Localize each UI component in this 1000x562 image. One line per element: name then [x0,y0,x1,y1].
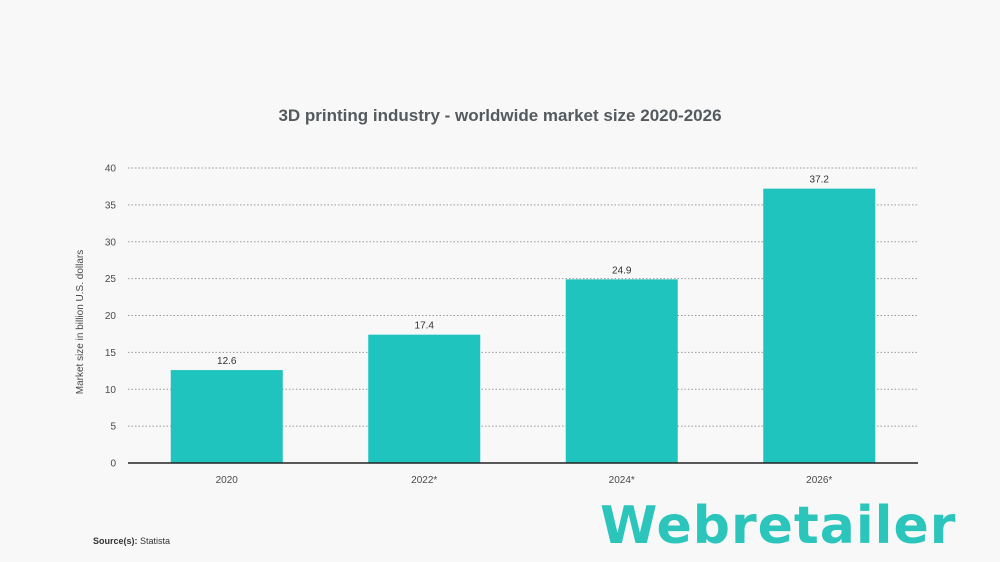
value-labels: 12.6 17.4 24.9 37.2 [217,175,829,367]
bar-2020 [170,370,283,463]
value-label: 24.9 [612,265,632,276]
value-label: 17.4 [415,321,435,332]
y-axis-ticks: 0 5 10 15 20 25 30 35 40 [105,164,117,470]
bar-2026 [763,188,876,463]
y-tick-label: 30 [105,237,117,248]
y-tick-label: 20 [105,311,117,322]
bar-2022 [368,334,481,463]
source-label: Source(s): [93,536,138,546]
chart-title: 3D printing industry - worldwide market … [278,106,721,125]
source-note: Source(s): Statista [93,536,170,546]
source-value: Statista [140,536,171,546]
x-tick-label: 2020 [216,475,239,486]
x-axis-ticks: 2020 2022* 2024* 2026* [216,475,833,486]
y-tick-label: 15 [105,348,117,359]
bars [170,188,876,463]
y-axis-label: Market size in billion U.S. dollars [75,250,86,395]
value-label: 12.6 [217,356,237,367]
y-tick-label: 5 [110,422,116,433]
y-tick-label: 10 [105,385,117,396]
y-tick-label: 35 [105,200,117,211]
y-tick-label: 25 [105,274,117,285]
x-tick-label: 2026* [806,475,832,486]
x-tick-label: 2022* [411,475,437,486]
bar-2024 [565,279,678,463]
x-tick-label: 2024* [609,475,635,486]
y-tick-label: 0 [110,459,116,470]
y-tick-label: 40 [105,164,117,175]
webretailer-logo: Webretailer [600,496,957,556]
value-label: 37.2 [810,175,830,186]
